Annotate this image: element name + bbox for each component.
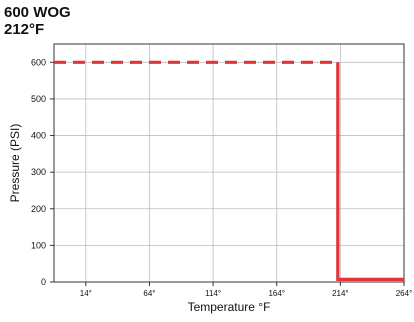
chart-title: 600 WOG (4, 4, 71, 21)
y-axis-label: Pressure (PSI) (8, 124, 22, 203)
x-axis-label: Temperature °F (188, 300, 271, 314)
y-tick-label: 300 (31, 167, 46, 177)
series-solid-line (336, 62, 404, 281)
y-tick-label: 100 (31, 240, 46, 250)
y-tick-label: 400 (31, 131, 46, 141)
x-tick-label: 264° (396, 289, 413, 298)
x-tick-label: 14° (80, 289, 92, 298)
grid-lines (54, 44, 404, 282)
y-tick-label: 0 (41, 277, 46, 287)
series-lines (54, 60, 404, 281)
plot-frame (53, 43, 405, 283)
y-tick-label: 600 (31, 57, 46, 67)
chart-subtitle: 212°F (4, 21, 45, 38)
y-tick-label: 200 (31, 204, 46, 214)
x-tick-label: 164° (268, 289, 285, 298)
y-tick-label: 500 (31, 94, 46, 104)
y-axis-ticks: 0 100 200 300 400 500 600 (31, 57, 54, 287)
x-tick-label: 214° (332, 289, 349, 298)
x-axis-ticks: 14° 64° 114° 164° 214° 264° (80, 282, 413, 298)
x-tick-label: 114° (205, 289, 221, 298)
x-tick-label: 64° (143, 289, 155, 298)
